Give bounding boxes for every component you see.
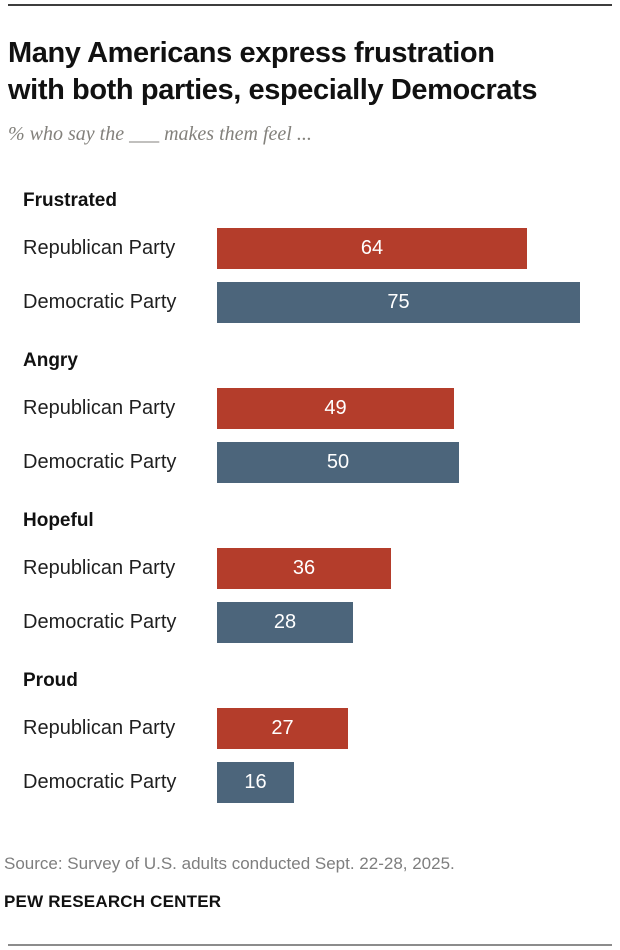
bar-row-republican-party: Republican Party 64 (23, 228, 620, 269)
series-label: Republican Party (23, 397, 176, 419)
republican-party-bar: 64 (217, 228, 527, 269)
chart-group-proud: Proud Republican Party 27 Democratic Party 1… (23, 671, 620, 803)
bar-value-label: 49 (324, 397, 347, 419)
democratic-party-bar: 16 (217, 762, 294, 803)
series-label: Republican Party (23, 237, 176, 259)
category-label: Hopeful (23, 510, 94, 531)
source-note: Source: Survey of U.S. adults conducted … (4, 854, 455, 873)
series-label: Democratic Party (23, 611, 177, 633)
bar-row-democratic-party: Democratic Party 75 (23, 282, 620, 323)
top-divider (8, 4, 612, 6)
republican-party-bar: 49 (217, 388, 454, 429)
bottom-divider (8, 944, 612, 946)
bar-value-label: 28 (273, 611, 297, 633)
democratic-party-bar: 28 (217, 602, 353, 643)
chart-group-frustrated: Frustrated Republican Party 64 Democratic P… (23, 191, 620, 323)
bar-value-label: 36 (292, 557, 316, 579)
bar-row-republican-party: Republican Party 27 (23, 708, 620, 749)
bar-value-label: 27 (271, 717, 294, 739)
bar-row-republican-party: Republican Party 49 (23, 388, 620, 429)
series-label: Democratic Party (23, 451, 177, 473)
republican-party-bar: 36 (217, 548, 391, 589)
grouped-bar-chart: Frustrated Republican Party 64 Democratic P… (23, 191, 620, 803)
chart-subtitle: % who say the ___ makes them feel ... (8, 123, 312, 145)
series-label: Democratic Party (23, 771, 177, 793)
category-label: Angry (23, 350, 78, 371)
chart-title-line1: Many Americans express frustration (8, 37, 495, 69)
bar-row-democratic-party: Democratic Party 16 (23, 762, 620, 803)
bar-row-republican-party: Republican Party 36 (23, 548, 620, 589)
chart-group-angry: Angry Republican Party 49 Democratic Party 5… (23, 351, 620, 483)
chart-title-line2: with both parties, especially Democrats (8, 74, 538, 106)
bar-value-label: 64 (360, 237, 384, 259)
chart-title: Many Americans express frustration with … (8, 35, 612, 109)
chart-group-hopeful: Hopeful Republican Party 36 Democratic Part… (23, 511, 620, 643)
series-label: Republican Party (23, 717, 176, 739)
series-label: Republican Party (23, 557, 176, 579)
brand-footer: PEW RESEARCH CENTER (4, 892, 222, 911)
bar-row-democratic-party: Democratic Party 50 (23, 442, 620, 483)
democratic-party-bar: 50 (217, 442, 459, 483)
bar-value-label: 75 (387, 291, 410, 313)
series-label: Democratic Party (23, 291, 177, 313)
bar-value-label: 50 (326, 451, 350, 473)
category-label: Frustrated (23, 190, 117, 211)
bar-value-label: 16 (244, 771, 267, 793)
republican-party-bar: 27 (217, 708, 348, 749)
category-label: Proud (23, 670, 78, 691)
bar-row-democratic-party: Democratic Party 28 (23, 602, 620, 643)
democratic-party-bar: 75 (217, 282, 580, 323)
